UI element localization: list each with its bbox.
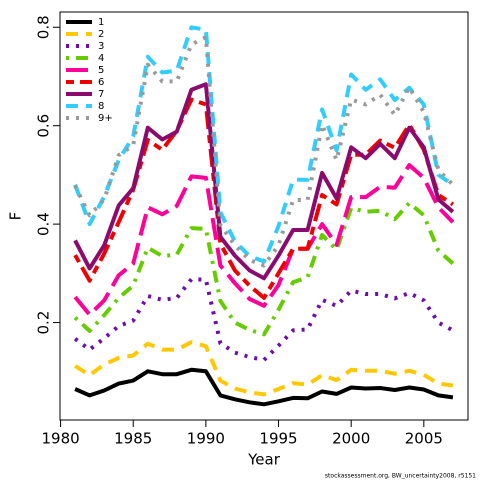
legend-label: 8 — [98, 101, 104, 112]
series-line — [74, 367, 454, 407]
plot-frame — [59, 11, 469, 421]
x-tick-label: 1995 — [259, 430, 297, 448]
legend-label: 4 — [98, 53, 104, 64]
series-line — [73, 277, 454, 362]
legend-label: 3 — [98, 41, 104, 52]
legend-label: 2 — [98, 29, 104, 40]
legend-label: 7 — [98, 89, 104, 100]
x-axis-label: Year — [247, 451, 281, 469]
series-line — [74, 340, 454, 397]
x-tick-label: 2000 — [332, 430, 370, 448]
series-line — [73, 82, 455, 281]
legend-label: 9+ — [98, 113, 113, 124]
series-line — [73, 97, 454, 300]
y-tick-label: 0.2 — [35, 311, 53, 335]
series-line — [73, 201, 455, 337]
legend-label: 1 — [98, 17, 104, 28]
y-tick-label: 0.8 — [35, 15, 53, 39]
x-tick-label: 1980 — [41, 430, 79, 448]
x-tick-label: 2005 — [405, 430, 443, 448]
y-tick-label: 0.6 — [35, 114, 53, 138]
y-tick-label: 0.4 — [35, 212, 53, 236]
caption: stockassessment.org, BW_uncertainty2008,… — [325, 473, 476, 480]
y-axis-label: F — [7, 212, 25, 221]
series-line — [73, 35, 455, 268]
series-line — [73, 163, 455, 317]
legend-label: 5 — [98, 65, 104, 76]
series-line — [73, 25, 455, 264]
x-tick-label: 1985 — [114, 430, 152, 448]
x-tick-label: 1990 — [187, 430, 225, 448]
legend-label: 6 — [98, 77, 104, 88]
